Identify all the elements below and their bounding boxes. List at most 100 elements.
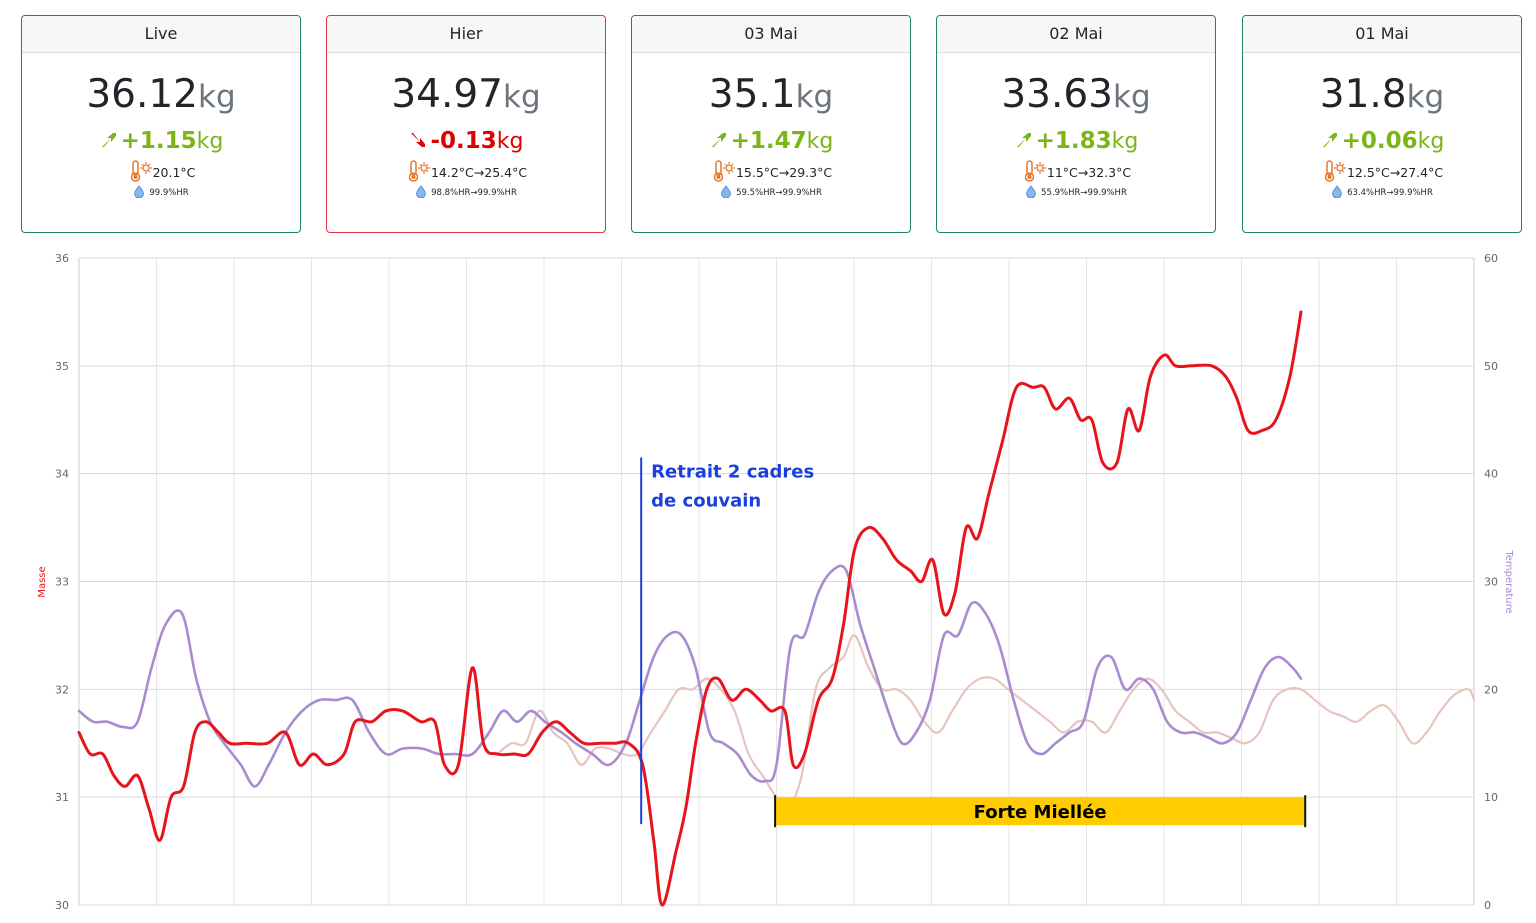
left-axis-ticks: 30 31 32 33 34 35 36 <box>55 252 69 912</box>
card-humidity: 59.5%HR→99.9%HR <box>632 185 910 201</box>
delta-unit: kg <box>196 129 224 154</box>
card-weight: 33.63kg <box>937 73 1215 117</box>
miellee-range-bar <box>775 797 1306 826</box>
humidity-value: 98.8%HR→99.9%HR <box>431 188 517 198</box>
weight-unit: kg <box>1113 79 1151 115</box>
delta-value: +1.83 <box>1035 128 1112 154</box>
humidity-value: 63.4%HR→99.9%HR <box>1347 188 1433 198</box>
card-temperature: 14.2°C→25.4°C <box>327 159 605 185</box>
card-temperature: 11°C→32.3°C <box>937 159 1215 185</box>
card-delta: -0.13kg <box>327 127 605 155</box>
card-temperature: 15.5°C→29.3°C <box>632 159 910 185</box>
left-tick-label: 33 <box>55 576 69 589</box>
right-tick-label: 0 <box>1484 899 1491 912</box>
right-axis-label: Temperature <box>1503 549 1514 613</box>
card-03-mai[interactable]: 03 Mai 35.1kg +1.47kg 15.5°C→29.3°C 59.5… <box>631 15 911 233</box>
card-weight: 35.1kg <box>632 73 910 117</box>
left-tick-label: 35 <box>55 360 69 373</box>
temperature-value: 20.1°C <box>152 165 196 180</box>
card-delta: +1.47kg <box>632 127 910 155</box>
card-weight: 34.97kg <box>327 73 605 117</box>
thermometer-sun-icon <box>1024 160 1046 182</box>
card-header: 03 Mai <box>632 16 910 53</box>
masse-line <box>77 310 1303 907</box>
temperature-value: 11°C→32.3°C <box>1046 165 1132 180</box>
temperature-line <box>77 564 1303 788</box>
left-axis-label: Masse <box>37 566 48 597</box>
weight-value: 31.8 <box>1319 72 1407 117</box>
humidity-value: 55.9%HR→99.9%HR <box>1041 188 1127 198</box>
right-axis-ticks: 0 10 20 30 40 50 60 <box>1484 252 1498 912</box>
right-tick-label: 10 <box>1484 791 1498 804</box>
event-marker-label: de couvain <box>651 490 761 511</box>
water-drop-icon <box>134 185 145 198</box>
water-drop-icon <box>1332 185 1343 198</box>
right-tick-label: 40 <box>1484 468 1498 481</box>
thermometer-sun-icon <box>130 160 152 182</box>
delta-unit: kg <box>806 129 834 154</box>
card-weight: 36.12kg <box>22 73 300 117</box>
weight-value: 33.63 <box>1001 72 1113 117</box>
left-tick-label: 32 <box>55 683 69 696</box>
event-marker-label: Retrait 2 cadres <box>651 461 814 482</box>
weight-unit: kg <box>1406 79 1445 115</box>
right-tick-label: 20 <box>1484 683 1498 696</box>
arrow-down-right-icon <box>411 133 426 147</box>
delta-value: +1.15 <box>120 128 197 154</box>
card-hier[interactable]: Hier 34.97kg -0.13kg 14.2°C→25.4°C 98.8%… <box>326 15 606 233</box>
delta-value: -0.13 <box>430 128 497 154</box>
left-tick-label: 31 <box>55 791 69 804</box>
thermometer-sun-icon <box>1324 160 1346 182</box>
horizontal-gridlines <box>78 257 1475 906</box>
water-drop-icon <box>1026 185 1037 198</box>
thermometer-sun-icon <box>713 160 735 182</box>
arrow-up-right-icon <box>711 133 726 147</box>
card-temperature: 20.1°C <box>22 159 300 185</box>
card-delta: +1.15kg <box>22 127 300 155</box>
summary-cards: Live 36.12kg +1.15kg 20.1°C 99.9%HR Hier… <box>0 0 1536 240</box>
weight-unit: kg <box>795 79 834 115</box>
water-drop-icon <box>721 185 732 198</box>
temperature-value: 12.5°C→27.4°C <box>1346 165 1444 180</box>
card-humidity: 55.9%HR→99.9%HR <box>937 185 1215 201</box>
left-tick-label: 30 <box>55 899 69 912</box>
delta-unit: kg <box>1111 129 1139 154</box>
right-tick-label: 50 <box>1484 360 1498 373</box>
delta-unit: kg <box>496 129 524 154</box>
weight-unit: kg <box>503 79 541 115</box>
delta-value: +1.47 <box>730 128 807 154</box>
temperature-value: 14.2°C→25.4°C <box>430 165 528 180</box>
miellee-range-label: Forte Miellée <box>974 802 1107 823</box>
card-humidity: 98.8%HR→99.9%HR <box>327 185 605 201</box>
card-temperature: 12.5°C→27.4°C <box>1243 159 1521 185</box>
arrow-up-right-icon <box>1322 133 1337 147</box>
card-header: 02 Mai <box>937 16 1215 53</box>
left-tick-label: 34 <box>55 468 69 481</box>
right-tick-label: 60 <box>1484 252 1498 265</box>
water-drop-icon <box>416 185 427 198</box>
card-delta: +1.83kg <box>937 127 1215 155</box>
annotation-layer: Retrait 2 cadres de couvain Forte Miellée <box>640 457 1307 828</box>
temperature-value: 15.5°C→29.3°C <box>735 165 833 180</box>
weight-unit: kg <box>198 79 236 115</box>
card-delta: +0.06kg <box>1243 127 1521 155</box>
weight-value: 36.12 <box>86 72 198 117</box>
masse-temperature-chart: 30 31 32 33 34 35 36 0 10 20 30 40 50 60 Masse Tempe… <box>37 252 1514 912</box>
card-header: 01 Mai <box>1243 16 1521 53</box>
thermometer-sun-icon <box>408 160 430 182</box>
card-live[interactable]: Live 36.12kg +1.15kg 20.1°C 99.9%HR <box>21 15 301 233</box>
series-layer <box>77 310 1476 907</box>
card-02-mai[interactable]: 02 Mai 33.63kg +1.83kg 11°C→32.3°C 55.9%… <box>936 15 1216 233</box>
weight-value: 35.1 <box>708 72 796 117</box>
humidity-value: 99.9%HR <box>149 188 189 198</box>
delta-unit: kg <box>1417 129 1445 154</box>
delta-value: +0.06 <box>1341 128 1418 154</box>
card-01-mai[interactable]: 01 Mai 31.8kg +0.06kg 12.5°C→27.4°C 63.4… <box>1242 15 1522 233</box>
right-tick-label: 30 <box>1484 576 1498 589</box>
card-humidity: 99.9%HR <box>22 185 300 201</box>
card-header: Hier <box>327 16 605 53</box>
arrow-up-right-icon <box>1016 133 1031 147</box>
weight-value: 34.97 <box>391 72 503 117</box>
left-tick-label: 36 <box>55 252 69 265</box>
arrow-up-right-icon <box>101 133 116 147</box>
